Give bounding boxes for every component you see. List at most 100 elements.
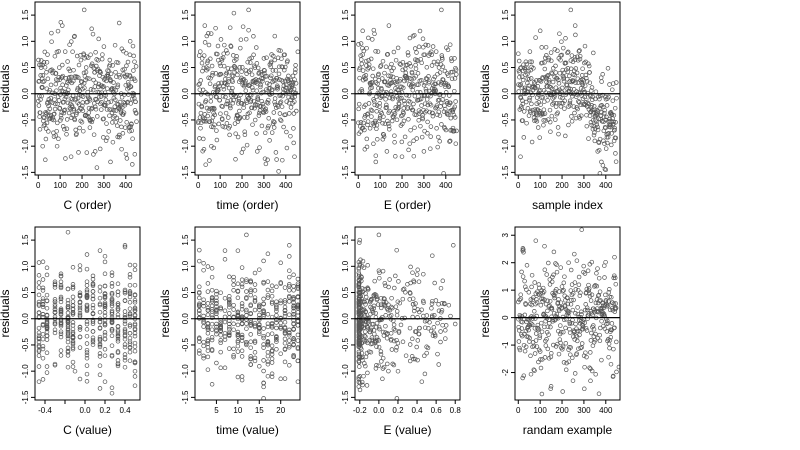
y-axis-title: residuals [478,289,492,337]
data-point [602,275,607,280]
y-tick-label: 1.5 [501,9,510,21]
y-axis-title: residuals [158,64,172,112]
data-point [384,306,390,312]
data-point [376,344,382,350]
data-point [371,97,376,102]
data-point [40,73,46,78]
data-point [97,363,103,368]
data-point [371,141,376,147]
y-axis-title: residuals [158,289,172,337]
data-point [555,125,561,130]
data-point [412,125,417,130]
data-point [362,339,368,344]
data-point [609,142,614,148]
data-point [243,36,249,42]
data-point [250,87,256,93]
data-point [257,317,262,322]
data-point [65,353,71,358]
data-point [117,75,122,80]
data-point [58,112,64,118]
y-tick-label: 1.5 [181,9,190,21]
data-point [109,328,115,334]
data-point [394,247,399,253]
data-point [537,135,542,140]
data-point [415,71,421,76]
data-point [614,80,619,85]
data-point [589,85,595,90]
data-point [61,108,67,113]
data-point [425,345,431,351]
data-point [36,273,42,278]
data-point [88,87,94,92]
data-point [424,350,429,356]
data-point [201,319,206,324]
data-point [389,336,394,342]
data-point [565,49,571,55]
data-point [129,122,134,127]
data-point [568,352,573,357]
data-point [57,106,62,111]
data-point [127,128,132,134]
data-point [134,111,139,116]
data-point [95,58,101,63]
data-point [259,123,265,129]
data-point [546,260,551,266]
data-point [88,52,93,57]
data-point [400,287,406,292]
data-point [210,124,216,130]
data-point [545,308,550,314]
data-point [546,57,551,63]
data-point [261,396,266,400]
data-point [97,334,103,340]
data-point [102,330,108,335]
plot-frame [354,226,461,401]
data-point [588,378,593,384]
data-point [50,100,55,105]
data-point [270,87,275,92]
data-point [539,320,544,326]
data-point [563,367,569,373]
data-point [366,62,372,67]
y-tick-label: -1.5 [21,165,30,179]
data-point [209,337,215,343]
data-point [207,119,213,124]
data-point [428,146,433,151]
data-point [520,77,526,83]
data-point [291,303,296,309]
data-point [539,329,545,335]
data-point [541,122,546,128]
y-tick-label: -1.0 [21,364,30,378]
data-point [562,106,567,111]
data-point [567,100,573,106]
data-point [440,64,446,70]
data-point [416,82,421,87]
data-point [402,315,407,321]
data-point [209,315,215,321]
data-point [542,55,548,61]
residual-panel: 0 100 200 300 400-1.5-1.0-0.50.00.51.01.5tim… [158,1,301,212]
data-point [409,354,415,359]
data-point [123,50,129,56]
data-point [427,320,432,325]
data-point [538,291,543,296]
data-points [36,7,139,170]
x-tick-label: 100 [533,406,547,415]
data-point [46,103,51,109]
data-point [248,311,253,317]
data-point [202,119,207,124]
data-point [269,325,275,330]
data-point [109,107,114,112]
data-point [559,284,565,289]
data-point [533,316,538,321]
data-point [385,52,391,57]
data-point [116,132,122,138]
data-point [416,331,422,337]
data-point [534,297,539,302]
data-point [599,79,604,84]
data-point [592,284,597,289]
data-point [209,266,215,271]
data-point [544,337,549,342]
data-point [282,319,288,325]
data-point [356,341,362,347]
data-point [404,75,410,80]
